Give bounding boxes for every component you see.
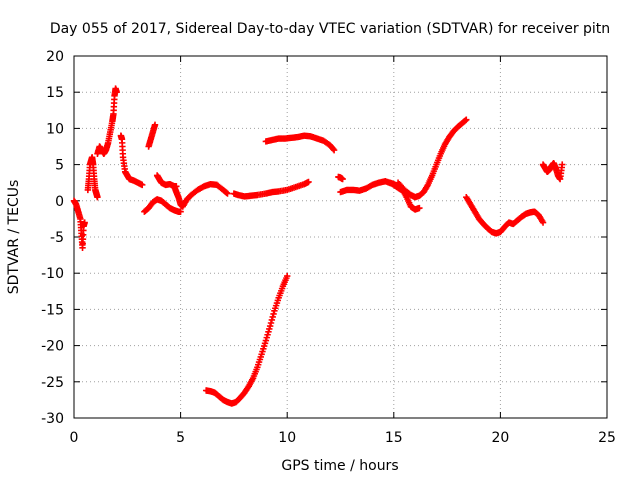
y-tick-label: 10 (46, 121, 64, 137)
data-point (559, 161, 566, 168)
y-tick-labels: -30 -25 -20 -15 -10 -5 0 5 10 15 20 (41, 49, 64, 427)
series-seg10 (202, 272, 291, 407)
data-point (113, 89, 120, 96)
y-tick-label: 20 (46, 49, 64, 65)
data-point (305, 178, 312, 186)
data-point (463, 116, 470, 123)
series-seg6 (141, 196, 184, 215)
x-tick-labels: 0 5 10 15 20 25 (70, 430, 616, 446)
y-tick-label: -30 (41, 411, 64, 427)
data-point (268, 316, 276, 324)
x-tick-label: 20 (491, 430, 509, 446)
data-point (339, 175, 346, 183)
y-tick-label: 0 (55, 194, 64, 210)
series-seg2 (84, 154, 101, 201)
data-point (270, 310, 277, 318)
axis-ticks (73, 55, 608, 419)
data-point (139, 181, 146, 189)
series-seg15 (394, 116, 470, 201)
series-seg9 (230, 178, 312, 200)
x-axis-label: GPS time / hours (281, 458, 398, 474)
y-tick-label: 5 (55, 158, 64, 174)
y-tick-label: -25 (41, 375, 64, 391)
data-point (224, 190, 231, 197)
grid (74, 56, 607, 418)
data-point (539, 219, 547, 226)
data-point (284, 272, 291, 280)
data-point (81, 219, 88, 226)
x-tick-label: 15 (385, 430, 403, 446)
y-tick-label: -15 (41, 302, 64, 318)
data-point (177, 208, 184, 215)
series-seg4 (117, 132, 146, 189)
series-seg5 (145, 121, 159, 150)
y-tick-label: 15 (46, 85, 64, 101)
data-points (70, 85, 566, 407)
series-seg1 (70, 197, 88, 252)
plot-frame (73, 55, 608, 419)
x-tick-label: 10 (278, 430, 296, 446)
chart-title: Day 055 of 2017, Sidereal Day-to-day VTE… (50, 21, 610, 37)
x-tick-label: 0 (70, 430, 79, 446)
y-axis-label: SDTVAR / TECUs (6, 180, 22, 295)
series-seg3 (94, 85, 120, 157)
data-point (266, 322, 274, 330)
data-point (330, 146, 338, 154)
data-point (330, 145, 337, 153)
series-seg8 (171, 180, 231, 210)
series-seg17 (539, 159, 566, 183)
x-tick-label: 25 (598, 430, 616, 446)
series-seg16 (463, 193, 547, 237)
data-point (94, 193, 101, 201)
x-tick-label: 5 (176, 430, 185, 446)
y-tick-label: -20 (41, 339, 64, 355)
data-point (267, 319, 275, 327)
data-point (151, 121, 159, 128)
data-point (416, 204, 423, 212)
y-tick-label: -5 (50, 230, 64, 246)
y-tick-label: -10 (41, 266, 64, 282)
data-point (269, 313, 276, 321)
series-seg12 (335, 173, 346, 183)
series-seg11 (262, 132, 338, 154)
